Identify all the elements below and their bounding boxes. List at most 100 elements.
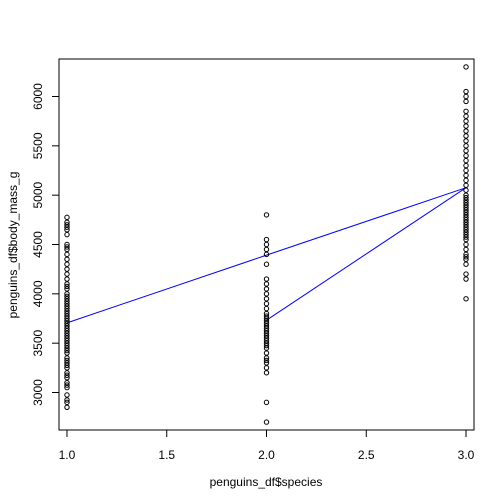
data-point: [263, 276, 270, 282]
data-point: [64, 283, 70, 290]
y-tick-label: 5000: [31, 181, 45, 208]
data-point: [64, 325, 70, 332]
x-tick-label: 2.5: [358, 448, 375, 462]
data-point: [463, 93, 469, 100]
data-point: [463, 98, 469, 105]
plot-box: [58, 58, 475, 431]
data-point: [463, 187, 469, 193]
data-point: [263, 365, 270, 371]
data-point: [64, 370, 70, 376]
data-point: [263, 246, 270, 253]
data-point: [463, 199, 469, 206]
data-point: [64, 266, 70, 272]
data-point: [263, 357, 270, 364]
data-point: [463, 226, 469, 233]
data-point: [64, 330, 70, 337]
y-tick-label: 6000: [31, 83, 45, 110]
x-axis-title: penguins_df$species: [210, 475, 323, 489]
data-point: [64, 365, 70, 371]
data-point: [463, 172, 469, 179]
data-point: [64, 271, 70, 277]
data-point: [263, 323, 270, 329]
data-point: [263, 419, 270, 425]
data-point: [263, 296, 270, 302]
y-axis-title: penguins_df$body_mass_g: [6, 172, 20, 319]
x-axis: 1.0 1.5 2.0 2.5 3.0: [59, 429, 475, 462]
data-point: [463, 177, 469, 184]
data-point: [64, 360, 70, 366]
data-point: [64, 214, 70, 221]
data-point: [263, 301, 270, 307]
data-point: [263, 251, 270, 258]
data-point: [263, 330, 270, 337]
data-point: [463, 234, 469, 240]
data-point: [64, 226, 70, 233]
x-tick-label: 1.0: [59, 448, 76, 462]
data-point: [263, 212, 270, 218]
data-point: [263, 340, 270, 346]
data-point: [64, 310, 70, 317]
data-point: [64, 241, 70, 248]
data-point: [64, 256, 70, 263]
data-point: [263, 370, 270, 376]
fit-lines: [66, 187, 467, 324]
data-point: [64, 347, 70, 354]
data-point: [64, 276, 70, 282]
data-point: [463, 236, 469, 243]
data-point: [64, 296, 70, 302]
data-point: [463, 209, 469, 216]
data-point: [463, 152, 469, 159]
data-point: [463, 217, 469, 223]
data-point: [463, 224, 469, 230]
data-point: [463, 276, 469, 282]
data-point: [463, 148, 469, 154]
data-point: [64, 350, 70, 356]
data-point: [263, 325, 270, 332]
y-axis: 3000 3500 4000 4500 5000 5500 6000: [31, 83, 60, 406]
y-tick-label: 4000: [31, 280, 45, 307]
data-point: [463, 231, 469, 238]
data-point: [64, 301, 70, 307]
data-point: [463, 192, 469, 198]
data-point: [263, 360, 270, 366]
data-point: [64, 340, 70, 346]
data-point: [263, 355, 270, 361]
trend-line: [66, 187, 467, 324]
data-point: [463, 222, 469, 228]
data-point: [263, 281, 270, 287]
data-point: [64, 375, 70, 381]
data-point: [463, 251, 469, 258]
data-point: [263, 313, 270, 319]
data-point: [64, 392, 70, 398]
data-point: [463, 157, 469, 164]
x-tick-label: 3.0: [458, 448, 475, 462]
data-point: [64, 315, 70, 322]
data-point: [64, 382, 70, 388]
data-point: [64, 244, 70, 250]
x-tick-label: 2.0: [258, 448, 275, 462]
data-point: [64, 246, 70, 253]
data-point: [263, 338, 270, 344]
data-point: [64, 286, 70, 292]
data-point: [64, 372, 70, 378]
data-point: [64, 251, 70, 258]
data-point: [263, 315, 270, 322]
data-point: [64, 399, 70, 406]
data-point: [263, 236, 270, 243]
data-point: [64, 291, 70, 297]
data-point: [263, 286, 270, 292]
data-point: [463, 256, 469, 263]
data-point: [263, 345, 270, 351]
data-point: [463, 194, 469, 201]
data-point: [463, 271, 469, 277]
data-point: [64, 293, 70, 300]
data-point: [263, 310, 270, 317]
data-point: [463, 128, 469, 134]
data-point: [64, 305, 70, 312]
data-point: [463, 88, 469, 95]
data-point: [64, 384, 70, 391]
data-point: [263, 328, 270, 334]
data-point: [463, 296, 469, 302]
data-point: [463, 133, 469, 139]
